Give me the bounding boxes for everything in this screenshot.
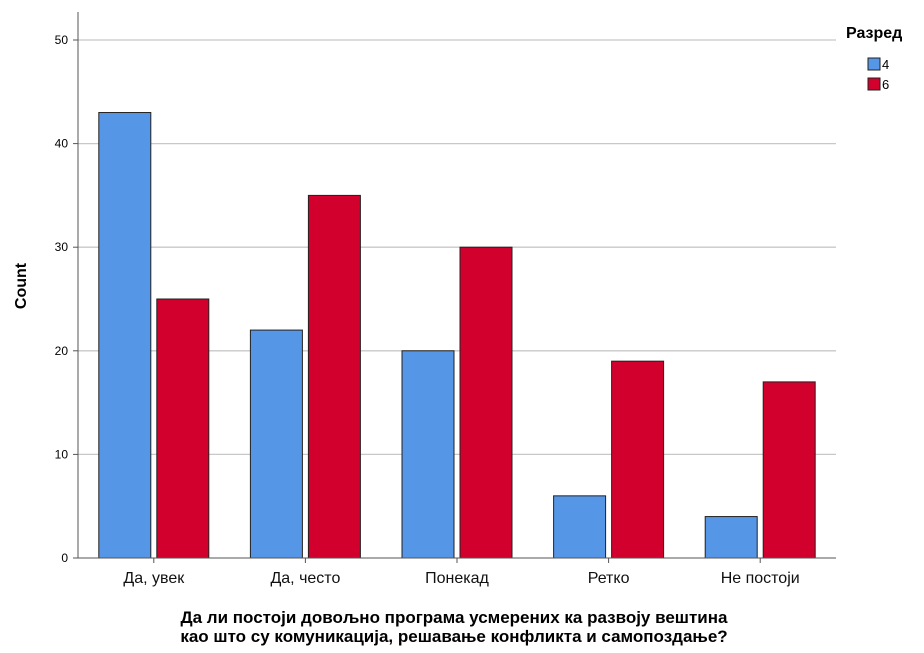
bar-series-4-2 <box>249 329 303 559</box>
bar-series-4-4 <box>553 495 607 559</box>
x-tick-label: Ретко <box>588 570 630 587</box>
y-tick-label: 40 <box>55 137 69 151</box>
x-axis-label-line-2: као што су комуникација, решавање конфли… <box>180 627 727 646</box>
bar-series-6-3 <box>459 246 513 559</box>
x-tick-label: Да, често <box>270 570 340 587</box>
y-axis-label: Count <box>13 262 30 309</box>
y-tick-label: 10 <box>55 447 69 461</box>
y-tick-label: 0 <box>61 551 68 565</box>
bar-series-6-1 <box>156 298 210 559</box>
legend-swatch-6 <box>867 77 881 91</box>
bar-series-6-4 <box>611 360 665 559</box>
legend-label-6: 6 <box>882 77 889 92</box>
legend-label-4: 4 <box>882 57 889 72</box>
x-tick-label: Не постоји <box>721 570 800 587</box>
bar-series-4-5 <box>704 516 758 559</box>
bar-series-6-5 <box>762 381 816 559</box>
bar-series-4-3 <box>401 350 455 559</box>
y-axis-ticks: 0 10 20 30 40 50 <box>55 33 78 565</box>
x-axis-ticks: Да, увек Да, често Понекад Ретко Не постоји <box>123 558 800 587</box>
x-axis-label-line-1: Да ли постоји довољно програма усмерених… <box>181 608 728 627</box>
y-tick-label: 30 <box>55 240 69 254</box>
bar-series-6-2 <box>307 194 361 559</box>
x-tick-label: Да, увек <box>123 570 185 587</box>
legend-swatch-4 <box>867 57 881 71</box>
x-tick-label: Понекад <box>425 570 489 587</box>
legend-title: Разред <box>846 25 902 42</box>
y-tick-label: 50 <box>55 33 69 47</box>
bars <box>98 112 816 559</box>
y-tick-label: 20 <box>55 344 69 358</box>
bar-series-4-1 <box>98 112 152 559</box>
legend: Разред 4 6 <box>846 25 902 92</box>
